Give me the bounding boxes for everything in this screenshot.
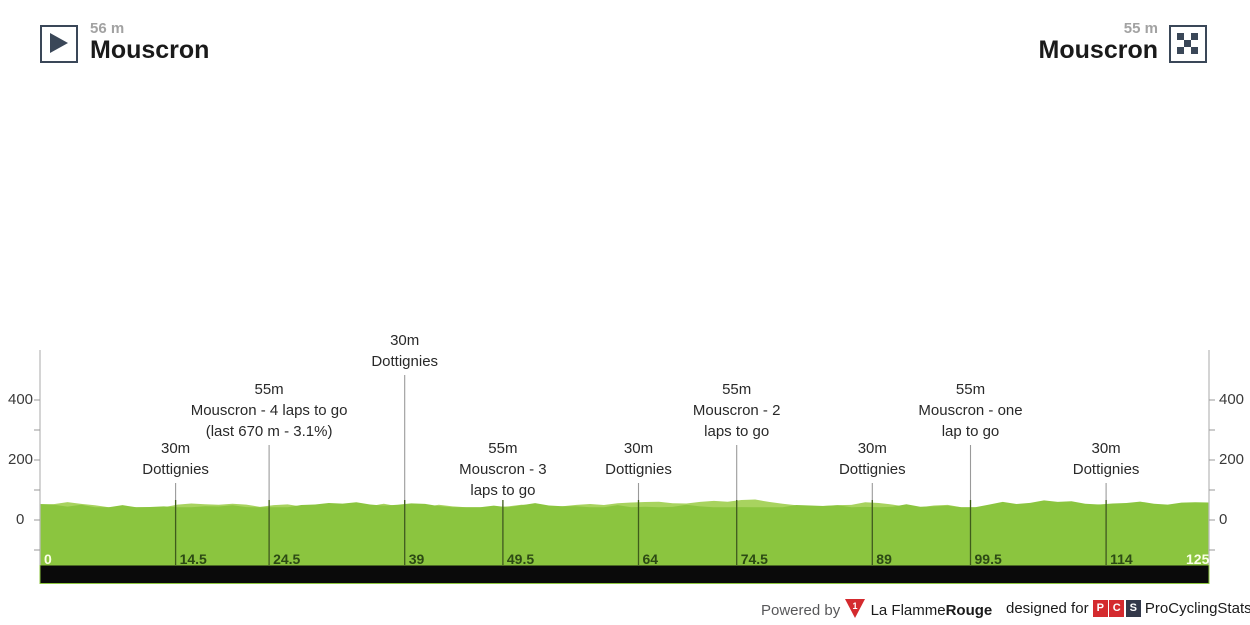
svg-text:1: 1 [853, 601, 858, 611]
